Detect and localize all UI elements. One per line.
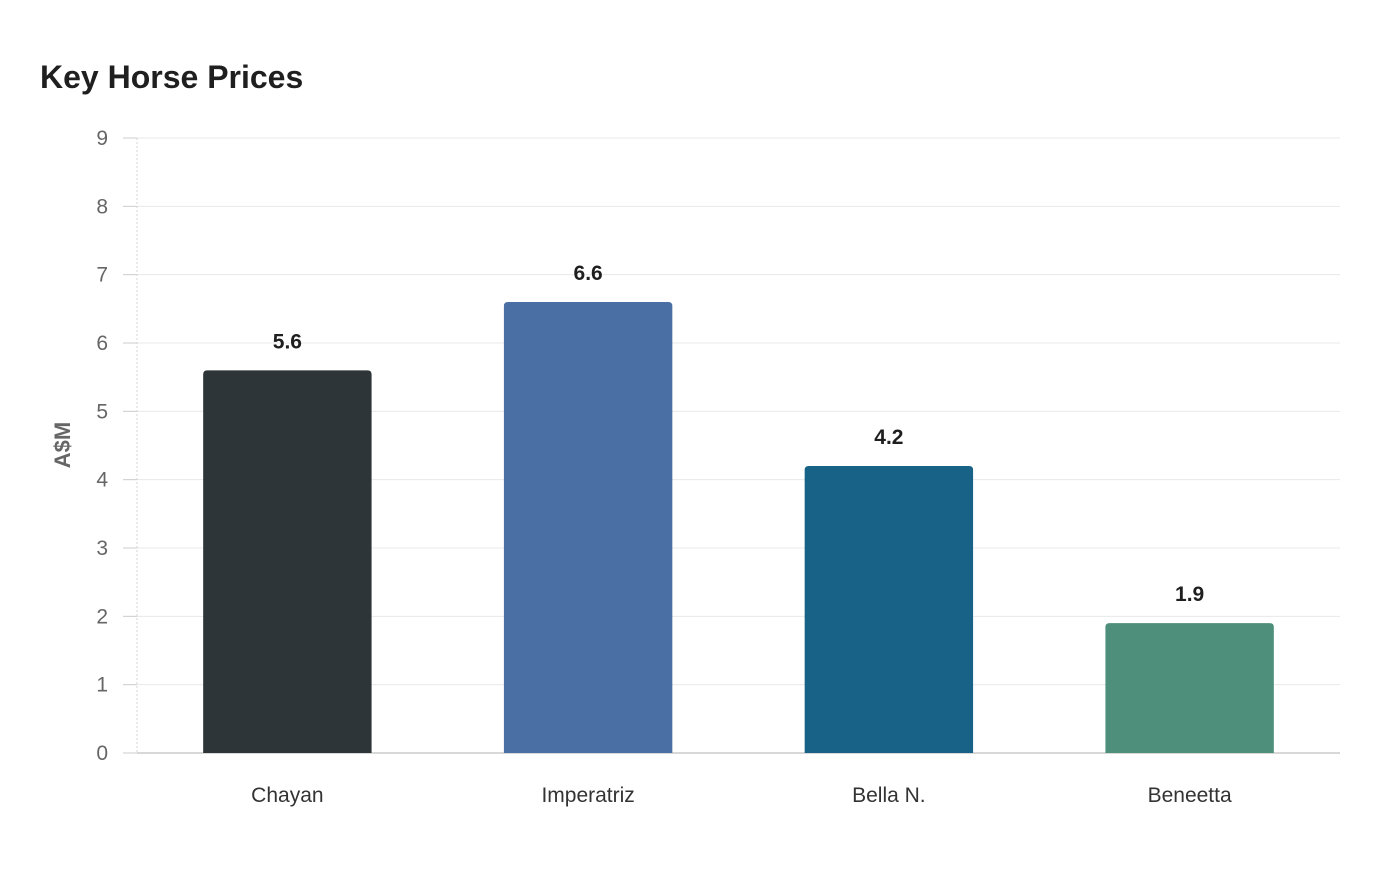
y-tick-label: 9	[96, 127, 108, 150]
y-tick-label: 5	[96, 400, 108, 423]
bar-value-label: 4.2	[874, 426, 903, 449]
bar-imperatriz	[503, 302, 673, 753]
bar-value-label: 1.9	[1175, 583, 1204, 606]
y-axis-title: A$M	[50, 422, 75, 468]
x-tick-label: Bella N.	[852, 784, 926, 807]
y-tick-label: 4	[96, 469, 108, 492]
bar-value-label: 5.6	[273, 330, 302, 353]
bar-chayan	[203, 370, 372, 753]
y-tick-label: 7	[96, 264, 108, 287]
bars	[203, 302, 1274, 753]
y-tick-label: 2	[96, 605, 108, 628]
y-tick-label: 3	[96, 537, 108, 560]
bar-bella-n	[804, 466, 974, 753]
x-tick-label: Beneetta	[1148, 784, 1232, 807]
labels: 5.6 Chayan 6.6 Imperatriz 4.2 Bella N. 1.9 Bene…	[251, 262, 1232, 807]
y-tick-label: 6	[96, 332, 108, 355]
x-tick-label: Imperatriz	[541, 784, 634, 807]
bar-value-label: 6.6	[574, 262, 603, 285]
y-tick-label: 0	[96, 742, 108, 765]
bar-beneetta	[1105, 623, 1274, 753]
y-tick-label: 8	[96, 195, 108, 218]
y-tick-label: 1	[96, 674, 108, 697]
x-tick-label: Chayan	[251, 784, 323, 807]
chart-title: Key Horse Prices	[40, 59, 304, 95]
